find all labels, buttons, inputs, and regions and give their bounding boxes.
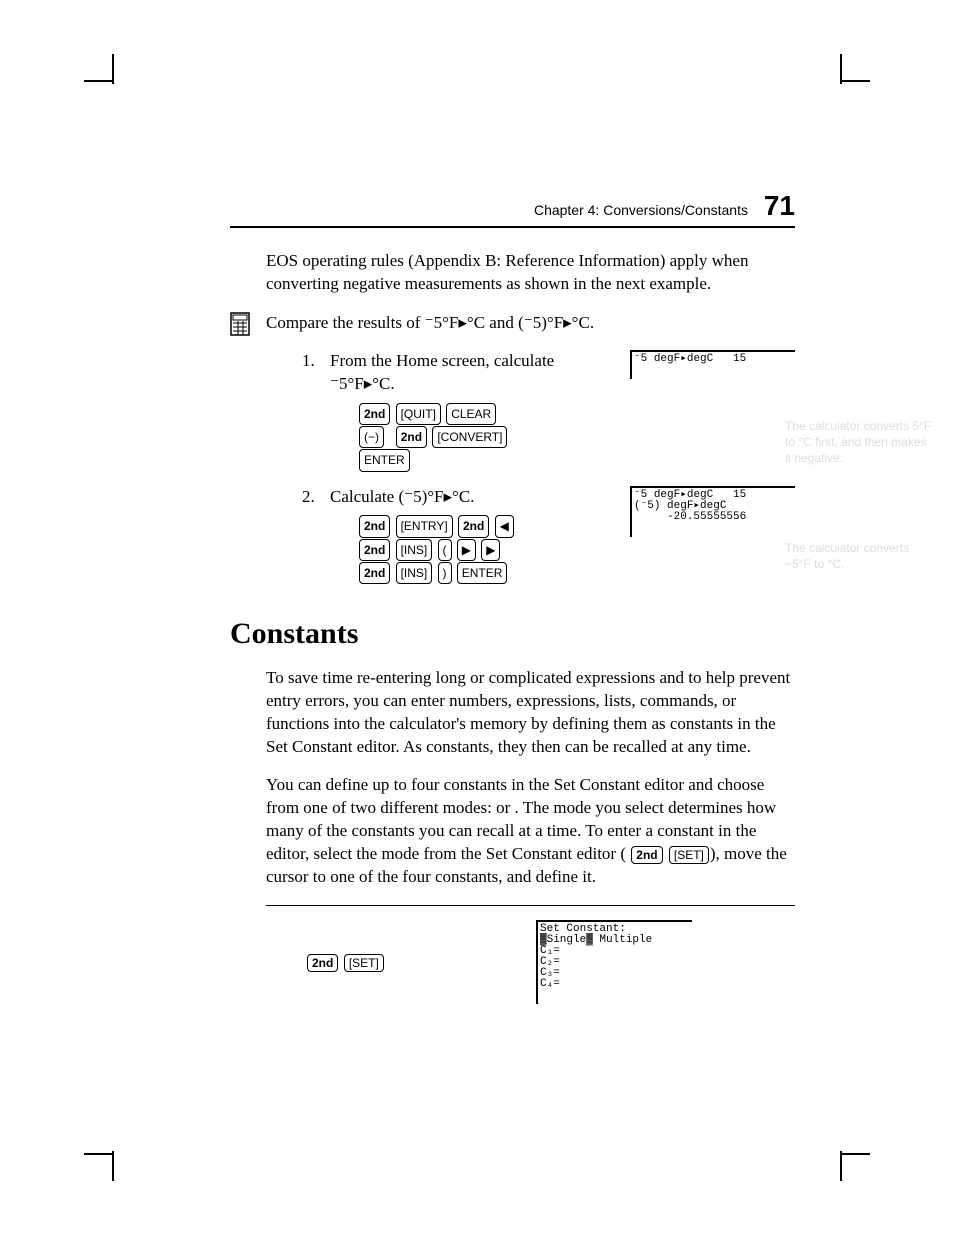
key-quit: [QUIT] <box>396 403 441 425</box>
key-clear: CLEAR <box>446 403 496 425</box>
key-right: ▶ <box>457 539 476 561</box>
key-2nd: 2nd <box>396 426 427 448</box>
calc-screenshot-2: ⁻5 degF▸degC 15 (⁻5) degF▸degC -20.55555… <box>630 486 795 539</box>
example-prompt: Compare the results of ⁻5°F▸°C and (⁻5)°… <box>230 312 795 342</box>
step-2: 2. Calculate (⁻5)°F▸°C. 2nd [ENTRY] 2nd … <box>302 486 795 585</box>
step-text: Calculate (⁻5)°F▸°C. 2nd [ENTRY] 2nd ◀ 2… <box>330 486 630 585</box>
calc-screen: ⁻5 degF▸degC 15 <box>630 350 795 379</box>
crop-mark <box>112 54 114 84</box>
key-ins: [INS] <box>396 539 433 561</box>
key-entry: [ENTRY] <box>396 515 453 537</box>
key-2nd: 2nd <box>631 846 662 864</box>
key-convert: [CONVERT] <box>432 426 507 448</box>
crop-mark <box>112 1151 114 1181</box>
set-keys: 2nd [SET] <box>306 954 536 973</box>
key-2nd: 2nd <box>359 562 390 584</box>
set-constant-row: 2nd [SET] Set Constant: ▓Single▓ Multipl… <box>266 905 795 1006</box>
step-text: From the Home screen, calculate ⁻5°F▸°C.… <box>330 350 630 471</box>
margin-note: The calculator converts −5°F to °C. <box>785 540 935 572</box>
key-enter: ENTER <box>457 562 508 584</box>
calc-screenshot-1: ⁻5 degF▸degC 15 <box>630 350 795 381</box>
crop-mark <box>84 80 114 82</box>
key-set: [SET] <box>344 954 384 972</box>
key-enter: ENTER <box>359 449 410 471</box>
intro-paragraph: EOS operating rules (Appendix B: Referen… <box>266 250 795 296</box>
running-header: Chapter 4: Conversions/Constants 71 <box>230 190 795 222</box>
crop-mark <box>840 54 842 84</box>
constants-para-1: To save time re-entering long or complic… <box>266 667 795 759</box>
key-2nd: 2nd <box>307 954 338 972</box>
crop-mark <box>840 80 870 82</box>
key-right: ▶ <box>481 539 500 561</box>
calculator-icon <box>230 312 266 342</box>
calc-screen: Set Constant: ▓Single▓ Multiple C₁= C₂= … <box>536 920 692 1004</box>
key-set: [SET] <box>669 846 709 864</box>
key-neg: (−) <box>359 426 384 448</box>
calc-screen: ⁻5 degF▸degC 15 (⁻5) degF▸degC -20.55555… <box>630 486 795 537</box>
page: Chapter 4: Conversions/Constants 71 EOS … <box>0 0 954 1235</box>
key-2nd: 2nd <box>359 539 390 561</box>
step-1: 1. From the Home screen, calculate ⁻5°F▸… <box>302 350 795 471</box>
key-2nd: 2nd <box>359 403 390 425</box>
key-rparen: ) <box>438 562 452 584</box>
set-constant-screenshot: Set Constant: ▓Single▓ Multiple C₁= C₂= … <box>536 920 692 1006</box>
key-lparen: ( <box>438 539 452 561</box>
header-rule <box>230 226 795 228</box>
body: EOS operating rules (Appendix B: Referen… <box>266 250 795 1006</box>
content-column: Chapter 4: Conversions/Constants 71 EOS … <box>230 190 795 1006</box>
key-2nd: 2nd <box>359 515 390 537</box>
page-number: 71 <box>764 190 795 221</box>
crop-mark <box>840 1151 842 1181</box>
crop-mark <box>84 1153 114 1155</box>
key-sequence: 2nd [ENTRY] 2nd ◀ 2nd [INS] ( ▶ ▶ 2nd [I… <box>358 515 620 585</box>
example-text: Compare the results of ⁻5°F▸°C and (⁻5)°… <box>266 312 795 342</box>
constants-para-2: You can define up to four constants in t… <box>266 774 795 889</box>
key-sequence: 2nd [QUIT] CLEAR (−) 2nd [CONVERT] ENTER <box>358 402 620 472</box>
step-number: 2. <box>302 486 330 509</box>
section-heading: Constants <box>230 614 795 655</box>
chapter-label: Chapter 4: Conversions/Constants <box>534 202 748 218</box>
crop-mark <box>840 1153 870 1155</box>
key-left: ◀ <box>495 515 514 537</box>
key-ins: [INS] <box>396 562 433 584</box>
key-2nd: 2nd <box>458 515 489 537</box>
margin-note: The calculator converts 5°F to °C first,… <box>785 418 935 467</box>
step-number: 1. <box>302 350 330 373</box>
